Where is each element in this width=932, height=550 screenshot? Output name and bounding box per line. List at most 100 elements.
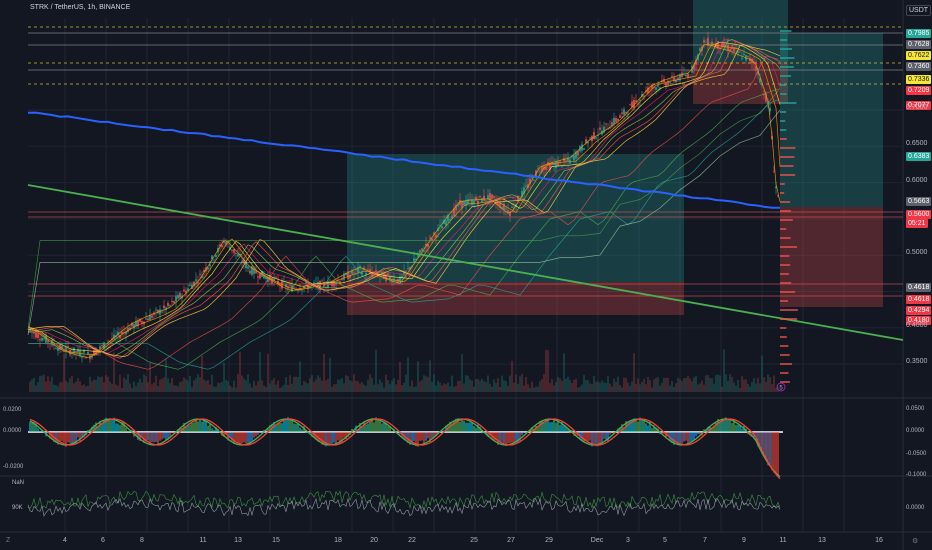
- volume-bar: [357, 381, 359, 392]
- volume-bar: [339, 379, 341, 392]
- volume-bar: [639, 384, 641, 392]
- date-tick: 8: [140, 537, 144, 544]
- volume-bar: [633, 353, 635, 392]
- volume-bar: [235, 387, 237, 392]
- candle-body: [765, 93, 767, 102]
- candle-body: [243, 259, 245, 264]
- oscillator-bar: [319, 432, 321, 442]
- oscillator-bar: [151, 432, 153, 442]
- volume-bar: [769, 377, 771, 392]
- oscillator-bar: [457, 418, 459, 432]
- indicator-right-tick: 0.0000: [906, 505, 925, 511]
- timezone-icon[interactable]: Z: [6, 537, 11, 544]
- candle-body: [339, 281, 341, 283]
- candle-body: [481, 198, 483, 203]
- volume-bar: [447, 382, 449, 392]
- volume-bar: [379, 379, 381, 392]
- oscillator-bar: [171, 432, 173, 433]
- oscillator-bar: [565, 427, 567, 432]
- volume-bar: [113, 352, 115, 392]
- candle-body: [441, 226, 443, 229]
- oscillator-bar: [589, 432, 591, 441]
- candle-body: [657, 85, 659, 87]
- volume-bar: [293, 376, 295, 392]
- volume-bar: [117, 385, 119, 392]
- oscillator-bar: [179, 427, 181, 432]
- oscillator-bar: [301, 429, 303, 432]
- candle-body: [773, 171, 775, 173]
- oscillator-bar: [233, 432, 235, 444]
- volume-bar: [673, 386, 675, 392]
- volume-bar: [765, 381, 767, 392]
- volume-bar: [501, 375, 503, 392]
- candle-body: [135, 320, 137, 327]
- blue-trend-line: [27, 111, 781, 209]
- oscillator-bar: [147, 432, 149, 441]
- oscillator-bar: [461, 419, 463, 432]
- volume-bar: [321, 380, 323, 392]
- oscillator-bar: [621, 424, 623, 432]
- volume-bar: [499, 386, 501, 392]
- moving-average-line: [27, 41, 781, 353]
- volume-bar: [291, 383, 293, 392]
- candle-body: [297, 289, 299, 291]
- oscillator-bar: [387, 426, 389, 432]
- oscillator-bar: [629, 421, 631, 432]
- oscillator-bar: [109, 420, 111, 432]
- candle-body: [309, 286, 311, 289]
- volume-bar: [661, 382, 663, 392]
- settings-gear-icon[interactable]: ⚙: [912, 538, 919, 545]
- volume-bar: [579, 386, 581, 392]
- candle-body: [459, 200, 461, 205]
- oscillator-bar: [537, 425, 539, 432]
- candle-body: [169, 305, 171, 307]
- volume-bar: [103, 382, 105, 392]
- volume-bar: [605, 382, 607, 392]
- candle-body: [717, 41, 719, 49]
- volume-bar: [129, 383, 131, 392]
- volume-bar: [663, 377, 665, 392]
- volume-bar: [37, 382, 39, 392]
- oscillator-bar: [717, 419, 719, 432]
- volume-bar: [297, 377, 299, 392]
- candle-body: [195, 279, 197, 282]
- candle-body: [85, 357, 87, 359]
- oscillator-bar: [669, 432, 671, 442]
- oscillator-bar: [187, 424, 189, 432]
- candle-body: [491, 194, 493, 199]
- volume-bar: [519, 376, 521, 392]
- volume-bar: [421, 379, 423, 392]
- candle-body: [547, 162, 549, 166]
- volume-bar: [255, 385, 257, 392]
- oscillator-bar: [545, 419, 547, 432]
- volume-bar: [143, 374, 145, 392]
- candle-body: [391, 280, 393, 283]
- oscillator-bar: [231, 432, 233, 441]
- oscillator-bar: [543, 422, 545, 432]
- oscillator-bar: [99, 421, 101, 432]
- oscillator-bar: [591, 432, 593, 447]
- volume-bar: [489, 383, 491, 392]
- candle-body: [539, 170, 541, 172]
- volume-bar: [609, 383, 611, 392]
- volume-bar: [31, 379, 33, 392]
- oscillator-bar: [209, 422, 211, 432]
- oscillator-bar: [697, 432, 699, 435]
- oscillator-bar: [281, 423, 283, 432]
- candle-body: [65, 347, 67, 352]
- currency-button[interactable]: USDT: [906, 5, 932, 16]
- oscillator-bar: [309, 432, 311, 433]
- candle-body: [757, 69, 759, 75]
- stepped-level-line: [27, 109, 781, 336]
- candle-body: [251, 266, 253, 275]
- volume-bar: [125, 379, 127, 392]
- oscillator-bar: [165, 432, 167, 441]
- volume-bar: [51, 376, 53, 392]
- candle-body: [471, 199, 473, 205]
- volume-bar: [337, 379, 339, 392]
- volume-bar: [483, 381, 485, 392]
- volume-bar: [207, 380, 209, 392]
- price-tick: 0.5000: [906, 249, 928, 256]
- volume-bar: [199, 377, 201, 392]
